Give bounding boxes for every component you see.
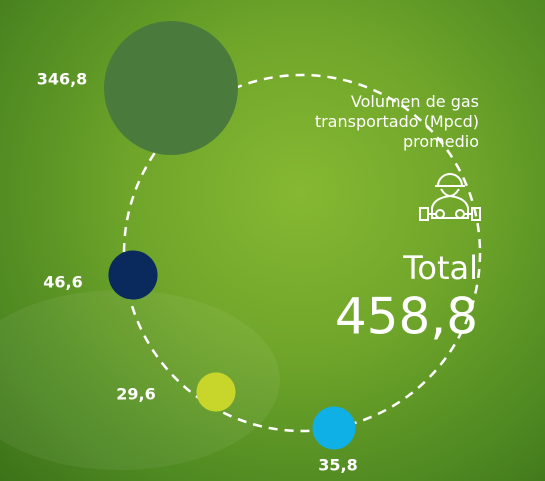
- chart-title: Volumen de gas transportado (Mpcd) prome…: [289, 92, 479, 152]
- leaf-shade: [0, 290, 280, 470]
- bubble: [104, 21, 238, 155]
- total-value: 458,8: [335, 288, 478, 346]
- value-label: 29,6: [116, 385, 155, 404]
- total-label: Total: [402, 249, 478, 287]
- value-label: 346,8: [37, 70, 88, 89]
- bubble: [108, 250, 157, 299]
- value-label: 35,8: [318, 456, 357, 475]
- value-label: 46,6: [43, 273, 82, 292]
- infographic: Total 458,8 346,8 46,6 29,6 35,8 Volumen de…: [0, 0, 545, 481]
- bubble: [196, 372, 235, 411]
- chart: Total 458,8 346,8 46,6 29,6 35,8: [0, 0, 545, 481]
- bubble: [312, 406, 355, 449]
